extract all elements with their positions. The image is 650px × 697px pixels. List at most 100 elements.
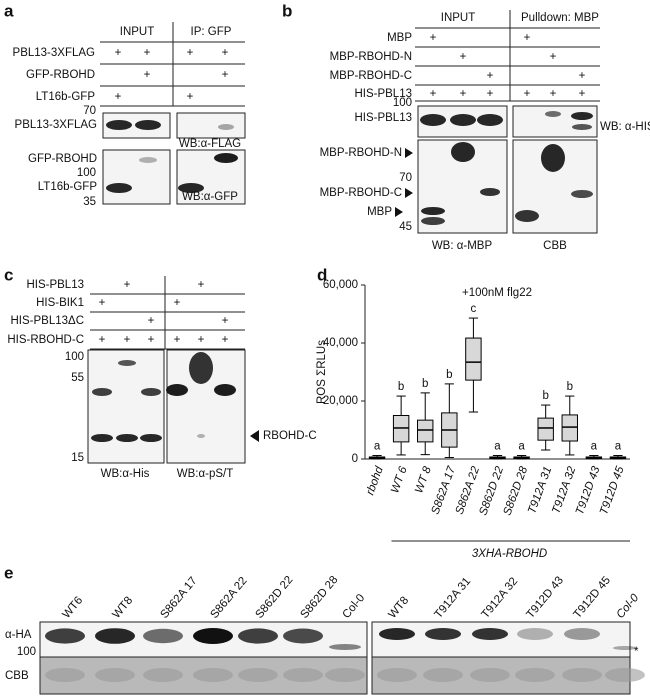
sign: + <box>124 279 131 291</box>
antibody: WB:α-pS/T <box>177 468 233 480</box>
significance-letter: a <box>494 441 501 453</box>
band <box>571 190 593 198</box>
cbb-band <box>470 668 510 682</box>
sign: + <box>524 88 531 100</box>
band <box>214 384 236 396</box>
band <box>515 210 539 222</box>
sign: + <box>430 32 437 44</box>
box <box>465 337 482 381</box>
band <box>472 628 508 640</box>
sign: + <box>99 334 106 346</box>
band <box>283 628 323 644</box>
sign: + <box>487 70 494 82</box>
x-tick-label: WT 6 <box>389 464 410 494</box>
marker: 100 <box>77 167 96 179</box>
significance-letter: c <box>471 303 477 315</box>
marker: 45 <box>399 221 412 233</box>
band <box>91 434 113 442</box>
band <box>572 124 592 130</box>
sign: + <box>144 47 151 59</box>
sign: + <box>579 70 586 82</box>
band <box>143 628 183 644</box>
arrowhead <box>405 188 413 198</box>
header: IP: GFP <box>191 26 232 38</box>
blot <box>176 112 246 139</box>
sign: + <box>187 47 194 59</box>
x-tick-label: S862A 22 <box>454 464 483 516</box>
antibody: WB:α-His <box>101 468 150 480</box>
band <box>564 628 600 640</box>
significance-letter: b <box>542 390 548 402</box>
x-tick-label: T912D 45 <box>598 464 627 516</box>
significance-letter: b <box>422 378 428 390</box>
marker: 70 <box>399 172 412 184</box>
sign: + <box>148 315 155 327</box>
band <box>193 628 233 644</box>
band <box>45 628 85 644</box>
cbb-band <box>423 668 463 682</box>
significance-letter: a <box>518 441 525 453</box>
lane-label: T912D 43 <box>524 574 566 620</box>
sign: + <box>124 334 131 346</box>
annotation: +100nM flg22 <box>462 287 532 299</box>
lane-label: Col-0 <box>340 592 367 621</box>
x-tick-label: T912A 32 <box>550 464 578 515</box>
box <box>537 417 554 441</box>
sign: + <box>550 51 557 63</box>
lane-label: T912D 45 <box>571 574 613 620</box>
band <box>141 388 161 396</box>
blot-label: HIS-PBL13 <box>354 112 412 124</box>
sign: + <box>222 315 229 327</box>
header: INPUT <box>441 12 476 24</box>
cbb-band <box>95 668 135 682</box>
band <box>218 124 234 130</box>
band <box>92 388 112 396</box>
sign: + <box>222 69 229 81</box>
row-label: HIS-PBL13 <box>26 279 84 291</box>
y-tick-label: 40,000 <box>323 337 358 349</box>
sign: + <box>460 88 467 100</box>
sign: + <box>99 297 106 309</box>
band <box>178 183 204 193</box>
row-label: LT16b-GFP <box>36 91 96 103</box>
arrowhead <box>405 148 413 158</box>
band <box>451 142 475 162</box>
band <box>116 434 138 442</box>
cbb-band <box>515 668 555 682</box>
sign: + <box>222 47 229 59</box>
band <box>421 217 445 225</box>
blot-label: MBP-RBOHD-N <box>320 147 402 159</box>
row-label: HIS-RBOHD-C <box>7 334 84 346</box>
significance-letter: b <box>446 369 452 381</box>
blot-label: MBP-RBOHD-C <box>320 187 402 199</box>
header: INPUT <box>120 26 155 38</box>
sign: + <box>144 69 151 81</box>
panel-label: c <box>4 265 13 284</box>
sign: + <box>187 91 194 103</box>
significance-letter: a <box>615 441 622 453</box>
band <box>95 628 135 644</box>
lane-label: Col-0 <box>614 592 641 621</box>
panel-label: a <box>4 1 14 20</box>
marker: 100 <box>17 646 36 658</box>
lane-label: WT8 <box>386 595 411 621</box>
row-label: MBP <box>387 32 412 44</box>
cbb-band <box>193 668 233 682</box>
cbb-band <box>325 668 365 682</box>
lane-label: S862D 28 <box>298 574 340 621</box>
x-tick-label: WT 8 <box>413 464 434 494</box>
band <box>421 207 445 215</box>
band <box>517 628 553 640</box>
marker: 15 <box>71 452 84 464</box>
significance-letter: b <box>567 381 573 393</box>
blot <box>102 149 171 205</box>
band <box>214 153 238 163</box>
band <box>450 114 476 126</box>
lane-label: WT6 <box>60 595 85 621</box>
band <box>197 434 205 438</box>
row-label: GFP-RBOHD <box>26 69 95 81</box>
row-label: MBP-RBOHD-C <box>330 70 412 82</box>
significance-letter: a <box>591 441 598 453</box>
sign: + <box>174 334 181 346</box>
